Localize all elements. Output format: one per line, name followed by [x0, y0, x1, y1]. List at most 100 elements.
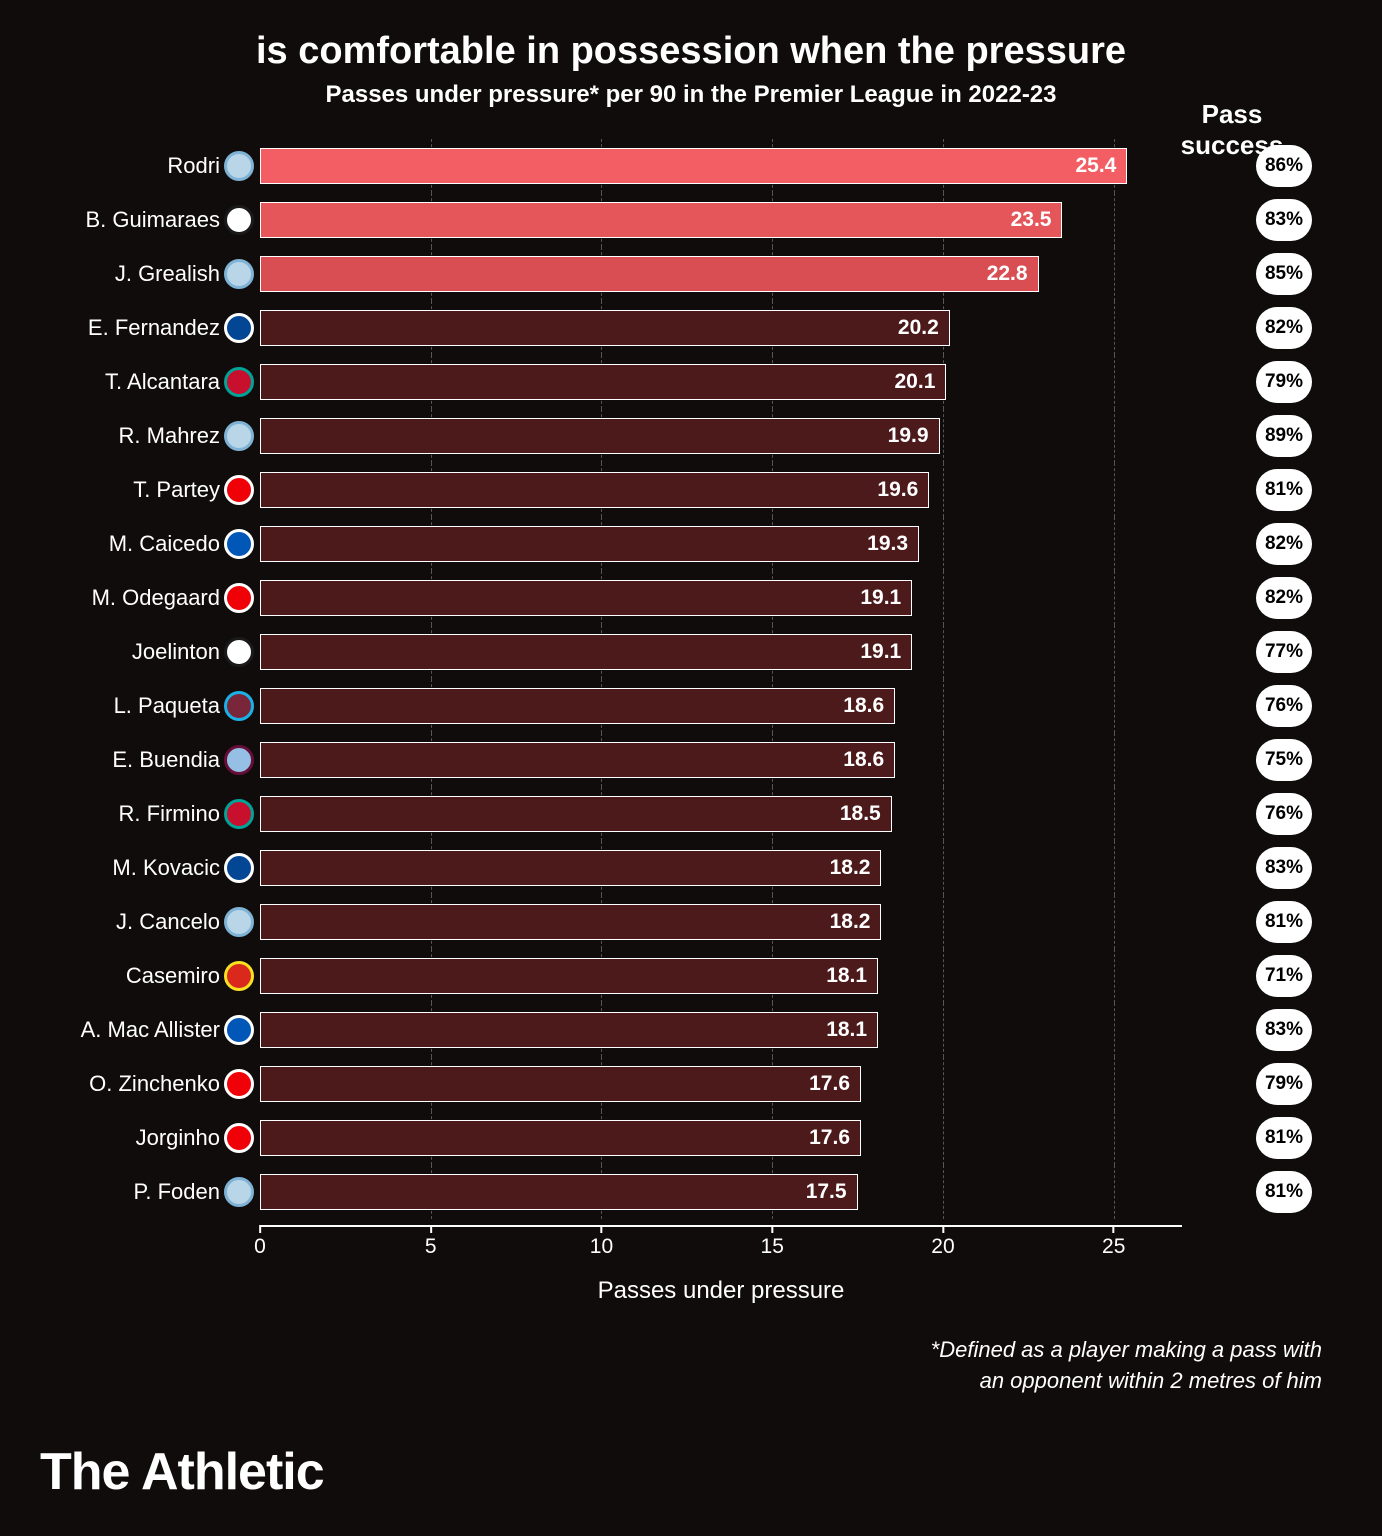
x-tick: 20 [931, 1225, 954, 1259]
club-badge-icon [224, 1123, 254, 1153]
pass-success-pill: 82% [1256, 307, 1312, 349]
chart-title: is comfortable in possession when the pr… [60, 30, 1322, 73]
bar: 18.1 [260, 958, 878, 994]
bar-track: 18.2 [260, 850, 1182, 886]
club-badge-icon [224, 313, 254, 343]
player-label: T. Alcantara [60, 369, 220, 395]
player-label: M. Caicedo [60, 531, 220, 557]
bar: 25.4 [260, 148, 1127, 184]
player-label: M. Odegaard [60, 585, 220, 611]
club-badge-icon [224, 475, 254, 505]
table-row: J. Grealish22.885% [260, 247, 1182, 301]
bar-value: 19.3 [867, 532, 908, 556]
bar: 22.8 [260, 256, 1039, 292]
table-row: M. Odegaard19.182% [260, 571, 1182, 625]
player-label: E. Buendia [60, 747, 220, 773]
bar-value: 18.2 [830, 910, 871, 934]
table-row: M. Caicedo19.382% [260, 517, 1182, 571]
player-label: B. Guimaraes [60, 207, 220, 233]
bar-value: 17.5 [806, 1180, 847, 1204]
player-label: E. Fernandez [60, 315, 220, 341]
player-label: Rodri [60, 153, 220, 179]
club-badge-icon [224, 799, 254, 829]
club-badge-icon [224, 907, 254, 937]
pass-success-pill: 82% [1256, 523, 1312, 565]
bar-track: 18.6 [260, 688, 1182, 724]
table-row: Casemiro18.171% [260, 949, 1182, 1003]
club-badge-icon [224, 1015, 254, 1045]
bar-value: 18.6 [843, 748, 884, 772]
bar-value: 18.1 [826, 1018, 867, 1042]
pass-success-pill: 81% [1256, 469, 1312, 511]
pass-success-pill: 89% [1256, 415, 1312, 457]
player-label: O. Zinchenko [60, 1071, 220, 1097]
pass-success-pill: 83% [1256, 847, 1312, 889]
pass-success-pill: 81% [1256, 901, 1312, 943]
bar-value: 17.6 [809, 1126, 850, 1150]
pass-success-pill: 71% [1256, 955, 1312, 997]
pass-success-pill: 81% [1256, 1171, 1312, 1213]
bar-value: 18.6 [843, 694, 884, 718]
bar-track: 19.1 [260, 634, 1182, 670]
bar-value: 18.1 [826, 964, 867, 988]
player-label: J. Cancelo [60, 909, 220, 935]
table-row: A. Mac Allister18.183% [260, 1003, 1182, 1057]
pass-success-pill: 86% [1256, 145, 1312, 187]
club-badge-icon [224, 745, 254, 775]
club-badge-icon [224, 367, 254, 397]
brand-logo: The Athletic [40, 1442, 324, 1502]
bar-value: 23.5 [1011, 208, 1052, 232]
bar-value: 19.1 [860, 586, 901, 610]
bar-track: 20.2 [260, 310, 1182, 346]
pass-success-pill: 79% [1256, 1063, 1312, 1105]
x-axis: 0510152025 [260, 1225, 1182, 1265]
club-badge-icon [224, 205, 254, 235]
bar-track: 19.3 [260, 526, 1182, 562]
bar-value: 20.1 [895, 370, 936, 394]
club-badge-icon [224, 961, 254, 991]
table-row: Rodri25.486% [260, 139, 1182, 193]
pass-success-pill: 85% [1256, 253, 1312, 295]
bar: 18.1 [260, 1012, 878, 1048]
table-row: R. Mahrez19.989% [260, 409, 1182, 463]
pass-success-pill: 76% [1256, 685, 1312, 727]
pass-success-pill: 83% [1256, 1009, 1312, 1051]
pass-success-pill: 76% [1256, 793, 1312, 835]
bar: 18.2 [260, 850, 881, 886]
player-label: P. Foden [60, 1179, 220, 1205]
player-label: L. Paqueta [60, 693, 220, 719]
club-badge-icon [224, 853, 254, 883]
player-label: Joelinton [60, 639, 220, 665]
club-badge-icon [224, 259, 254, 289]
pass-success-pill: 79% [1256, 361, 1312, 403]
bar: 18.6 [260, 688, 895, 724]
table-row: E. Fernandez20.282% [260, 301, 1182, 355]
x-tick: 25 [1102, 1225, 1125, 1259]
bar-value: 19.9 [888, 424, 929, 448]
bar: 19.9 [260, 418, 940, 454]
pass-success-pill: 75% [1256, 739, 1312, 781]
x-axis-label: Passes under pressure [260, 1277, 1182, 1305]
bar: 23.5 [260, 202, 1062, 238]
bar-track: 19.9 [260, 418, 1182, 454]
bar-value: 19.1 [860, 640, 901, 664]
table-row: P. Foden17.581% [260, 1165, 1182, 1219]
bar-value: 18.2 [830, 856, 871, 880]
bar: 18.2 [260, 904, 881, 940]
bar: 19.1 [260, 580, 912, 616]
club-badge-icon [224, 421, 254, 451]
player-label: A. Mac Allister [60, 1017, 220, 1043]
x-tick: 5 [425, 1225, 437, 1259]
table-row: E. Buendia18.675% [260, 733, 1182, 787]
player-label: J. Grealish [60, 261, 220, 287]
bar-track: 22.8 [260, 256, 1182, 292]
table-row: Jorginho17.681% [260, 1111, 1182, 1165]
bar-track: 19.6 [260, 472, 1182, 508]
bar: 20.2 [260, 310, 950, 346]
bar-value: 17.6 [809, 1072, 850, 1096]
bar-track: 18.2 [260, 904, 1182, 940]
bar: 19.3 [260, 526, 919, 562]
x-tick: 0 [254, 1225, 266, 1259]
pass-success-pill: 77% [1256, 631, 1312, 673]
bar-track: 19.1 [260, 580, 1182, 616]
